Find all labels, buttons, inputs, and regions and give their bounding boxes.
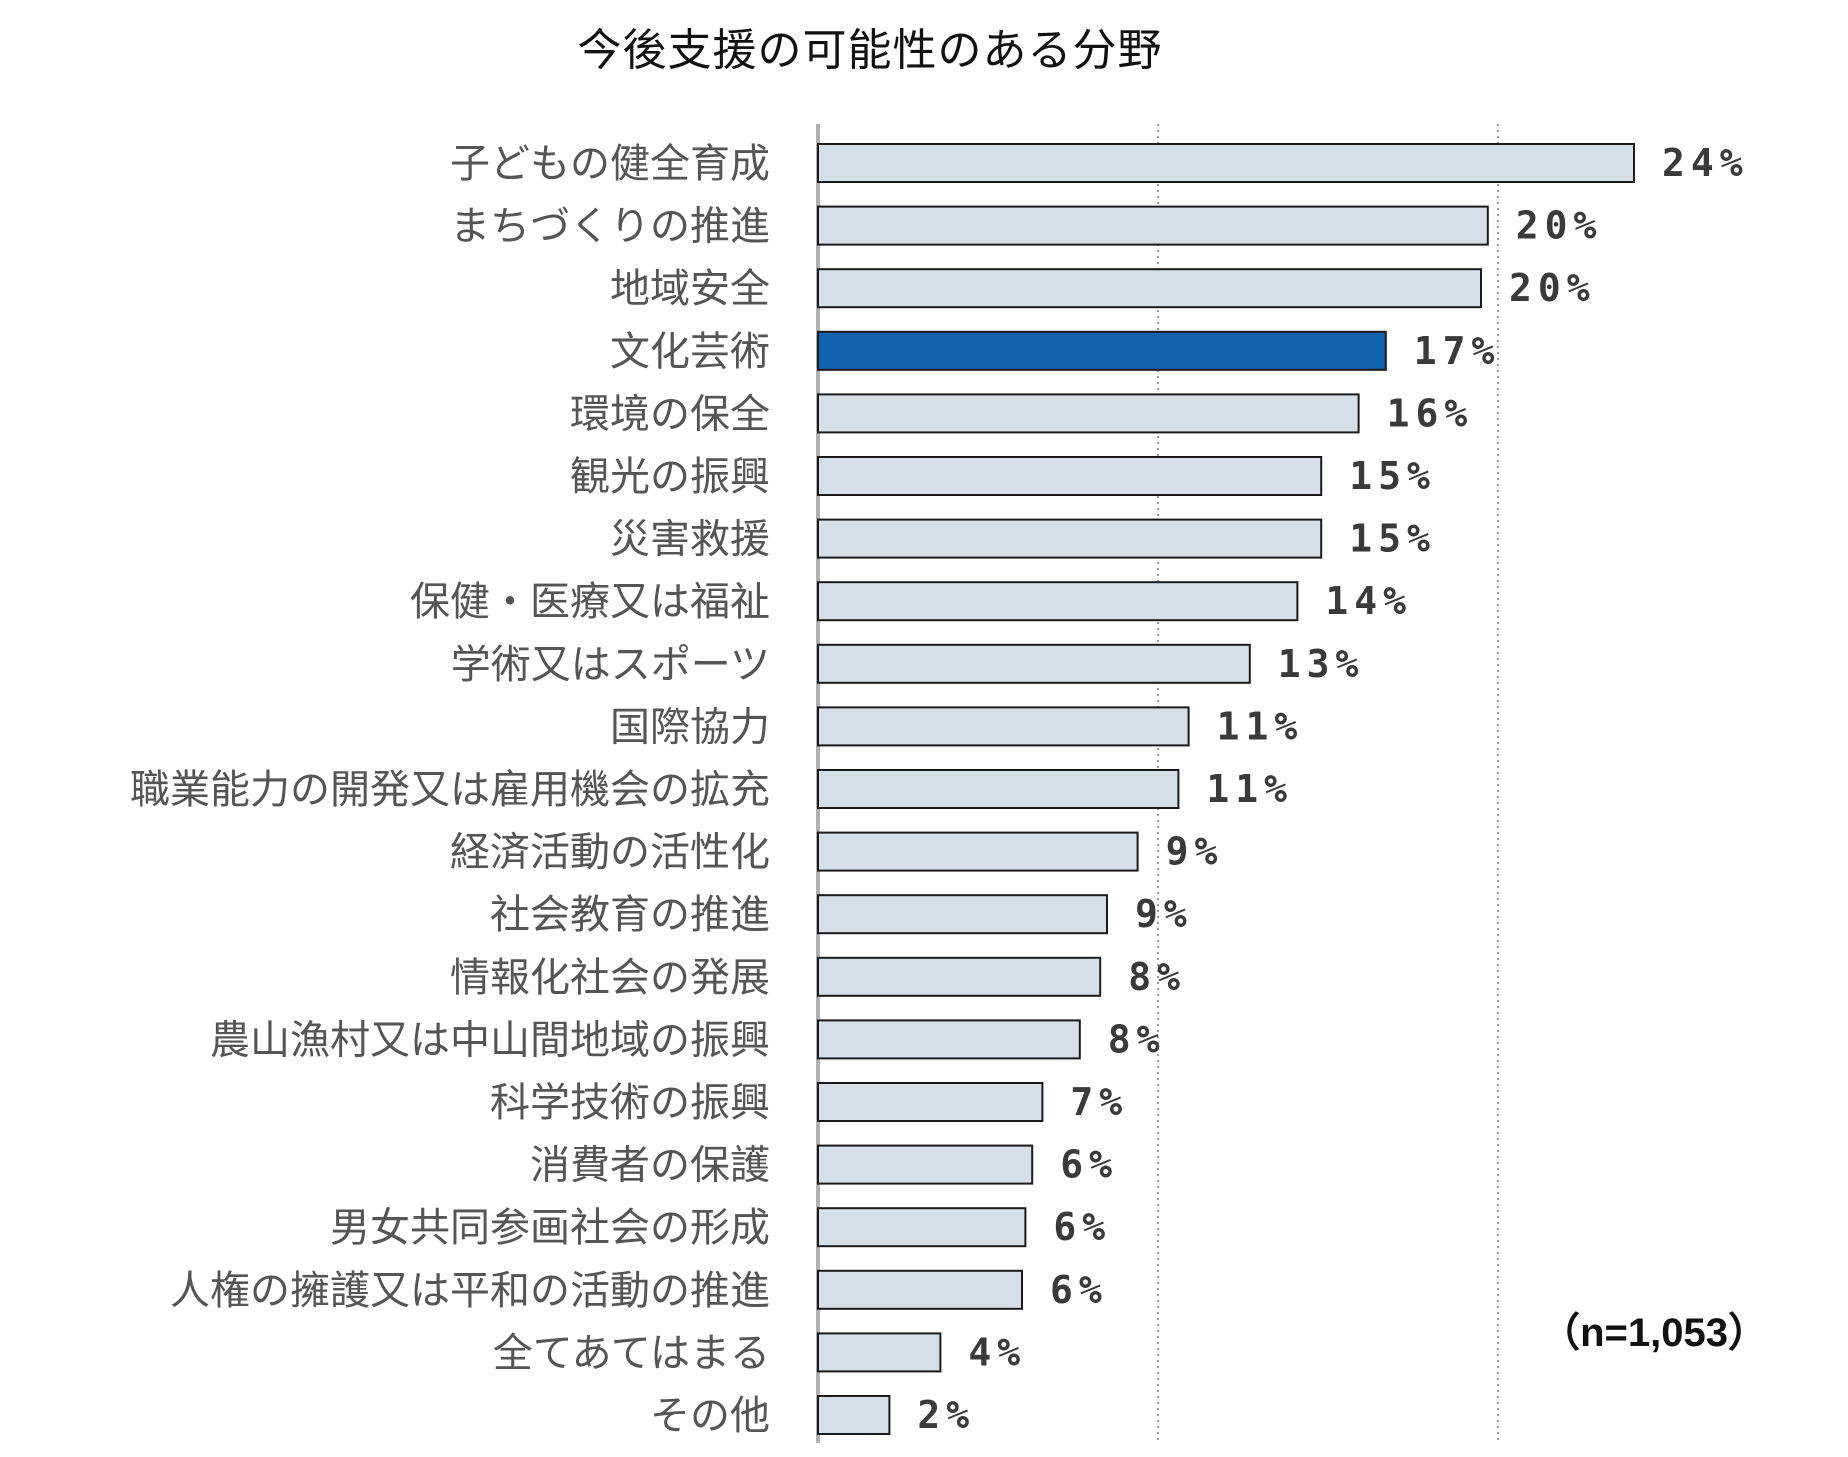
value-label: 15% [1349, 517, 1436, 561]
category-label: 職業能力の開発又は雇用機会の拡充 [130, 767, 770, 813]
bar [817, 456, 1323, 496]
category-label: 観光の振興 [570, 454, 770, 500]
bar [817, 769, 1180, 809]
bar [817, 393, 1360, 434]
bar [817, 643, 1251, 684]
bar [817, 581, 1299, 622]
bar [817, 518, 1323, 559]
category-label: 学術又はスポーツ [451, 642, 770, 688]
category-label: 科学技術の振興 [490, 1080, 770, 1126]
category-label: 男女共同参画社会の形成 [330, 1205, 770, 1251]
category-label: 情報化社会の発展 [450, 955, 770, 1001]
value-label: 13% [1278, 642, 1365, 686]
value-label: 2% [917, 1393, 975, 1437]
bar [817, 1082, 1044, 1122]
category-label: 文化芸術 [610, 329, 770, 375]
category-label: 災害救援 [610, 517, 770, 563]
bar [817, 1207, 1027, 1248]
value-label: 6% [1060, 1143, 1118, 1187]
category-label: 保健・医療又は福祉 [410, 579, 770, 625]
bar [817, 330, 1387, 371]
bar [817, 706, 1190, 747]
value-label: 8% [1128, 955, 1186, 999]
value-labels: 24%20%20%17%16%15%15%14%13%11%11%9%9%8%8… [917, 141, 1749, 1437]
value-label: 8% [1108, 1017, 1166, 1061]
bar [817, 268, 1482, 309]
category-label: まちづくりの推進 [450, 204, 770, 250]
bar [817, 956, 1102, 997]
value-label: 24% [1662, 141, 1749, 185]
value-label: 20% [1509, 266, 1596, 310]
category-labels: 子どもの健全育成まちづくりの推進地域安全文化芸術環境の保全観光の振興災害救援保健… [130, 141, 770, 1439]
sample-size-note: （n=1,053） [1540, 1311, 1768, 1355]
value-label: 9% [1166, 830, 1224, 874]
value-label: 15% [1349, 454, 1436, 498]
bar [817, 831, 1139, 872]
bar [817, 205, 1489, 246]
bars [817, 143, 1635, 1435]
value-label: 11% [1206, 767, 1293, 811]
category-label: 地域安全 [610, 266, 770, 312]
bar [817, 1019, 1081, 1060]
chart-title: 今後支援の可能性のある分野 [577, 25, 1163, 76]
category-label: 全てあてはまる [493, 1330, 770, 1376]
bar [817, 1269, 1023, 1310]
category-label: その他 [650, 1393, 770, 1439]
value-label: 6% [1050, 1268, 1108, 1312]
category-label: 国際協力 [610, 704, 770, 750]
value-label: 9% [1135, 892, 1193, 936]
value-label: 20% [1516, 204, 1603, 248]
bar [817, 143, 1635, 183]
value-label: 14% [1325, 579, 1412, 623]
value-label: 16% [1387, 391, 1474, 435]
category-label: 子どもの健全育成 [450, 141, 770, 187]
category-label: 農山漁村又は中山間地域の振興 [210, 1017, 770, 1063]
bar [817, 1332, 942, 1373]
category-label: 経済活動の活性化 [450, 830, 770, 876]
value-label: 11% [1217, 704, 1304, 748]
category-label: 環境の保全 [570, 391, 770, 437]
bar [817, 894, 1108, 935]
value-label: 17% [1414, 329, 1501, 373]
bar [817, 1144, 1034, 1185]
category-label: 社会教育の推進 [490, 892, 770, 938]
category-label: 人権の擁護又は平和の活動の推進 [170, 1268, 770, 1314]
value-label: 4% [968, 1330, 1026, 1374]
value-label: 6% [1053, 1205, 1111, 1249]
category-label: 消費者の保護 [530, 1143, 770, 1189]
value-label: 7% [1070, 1080, 1128, 1124]
bar [817, 1395, 891, 1435]
